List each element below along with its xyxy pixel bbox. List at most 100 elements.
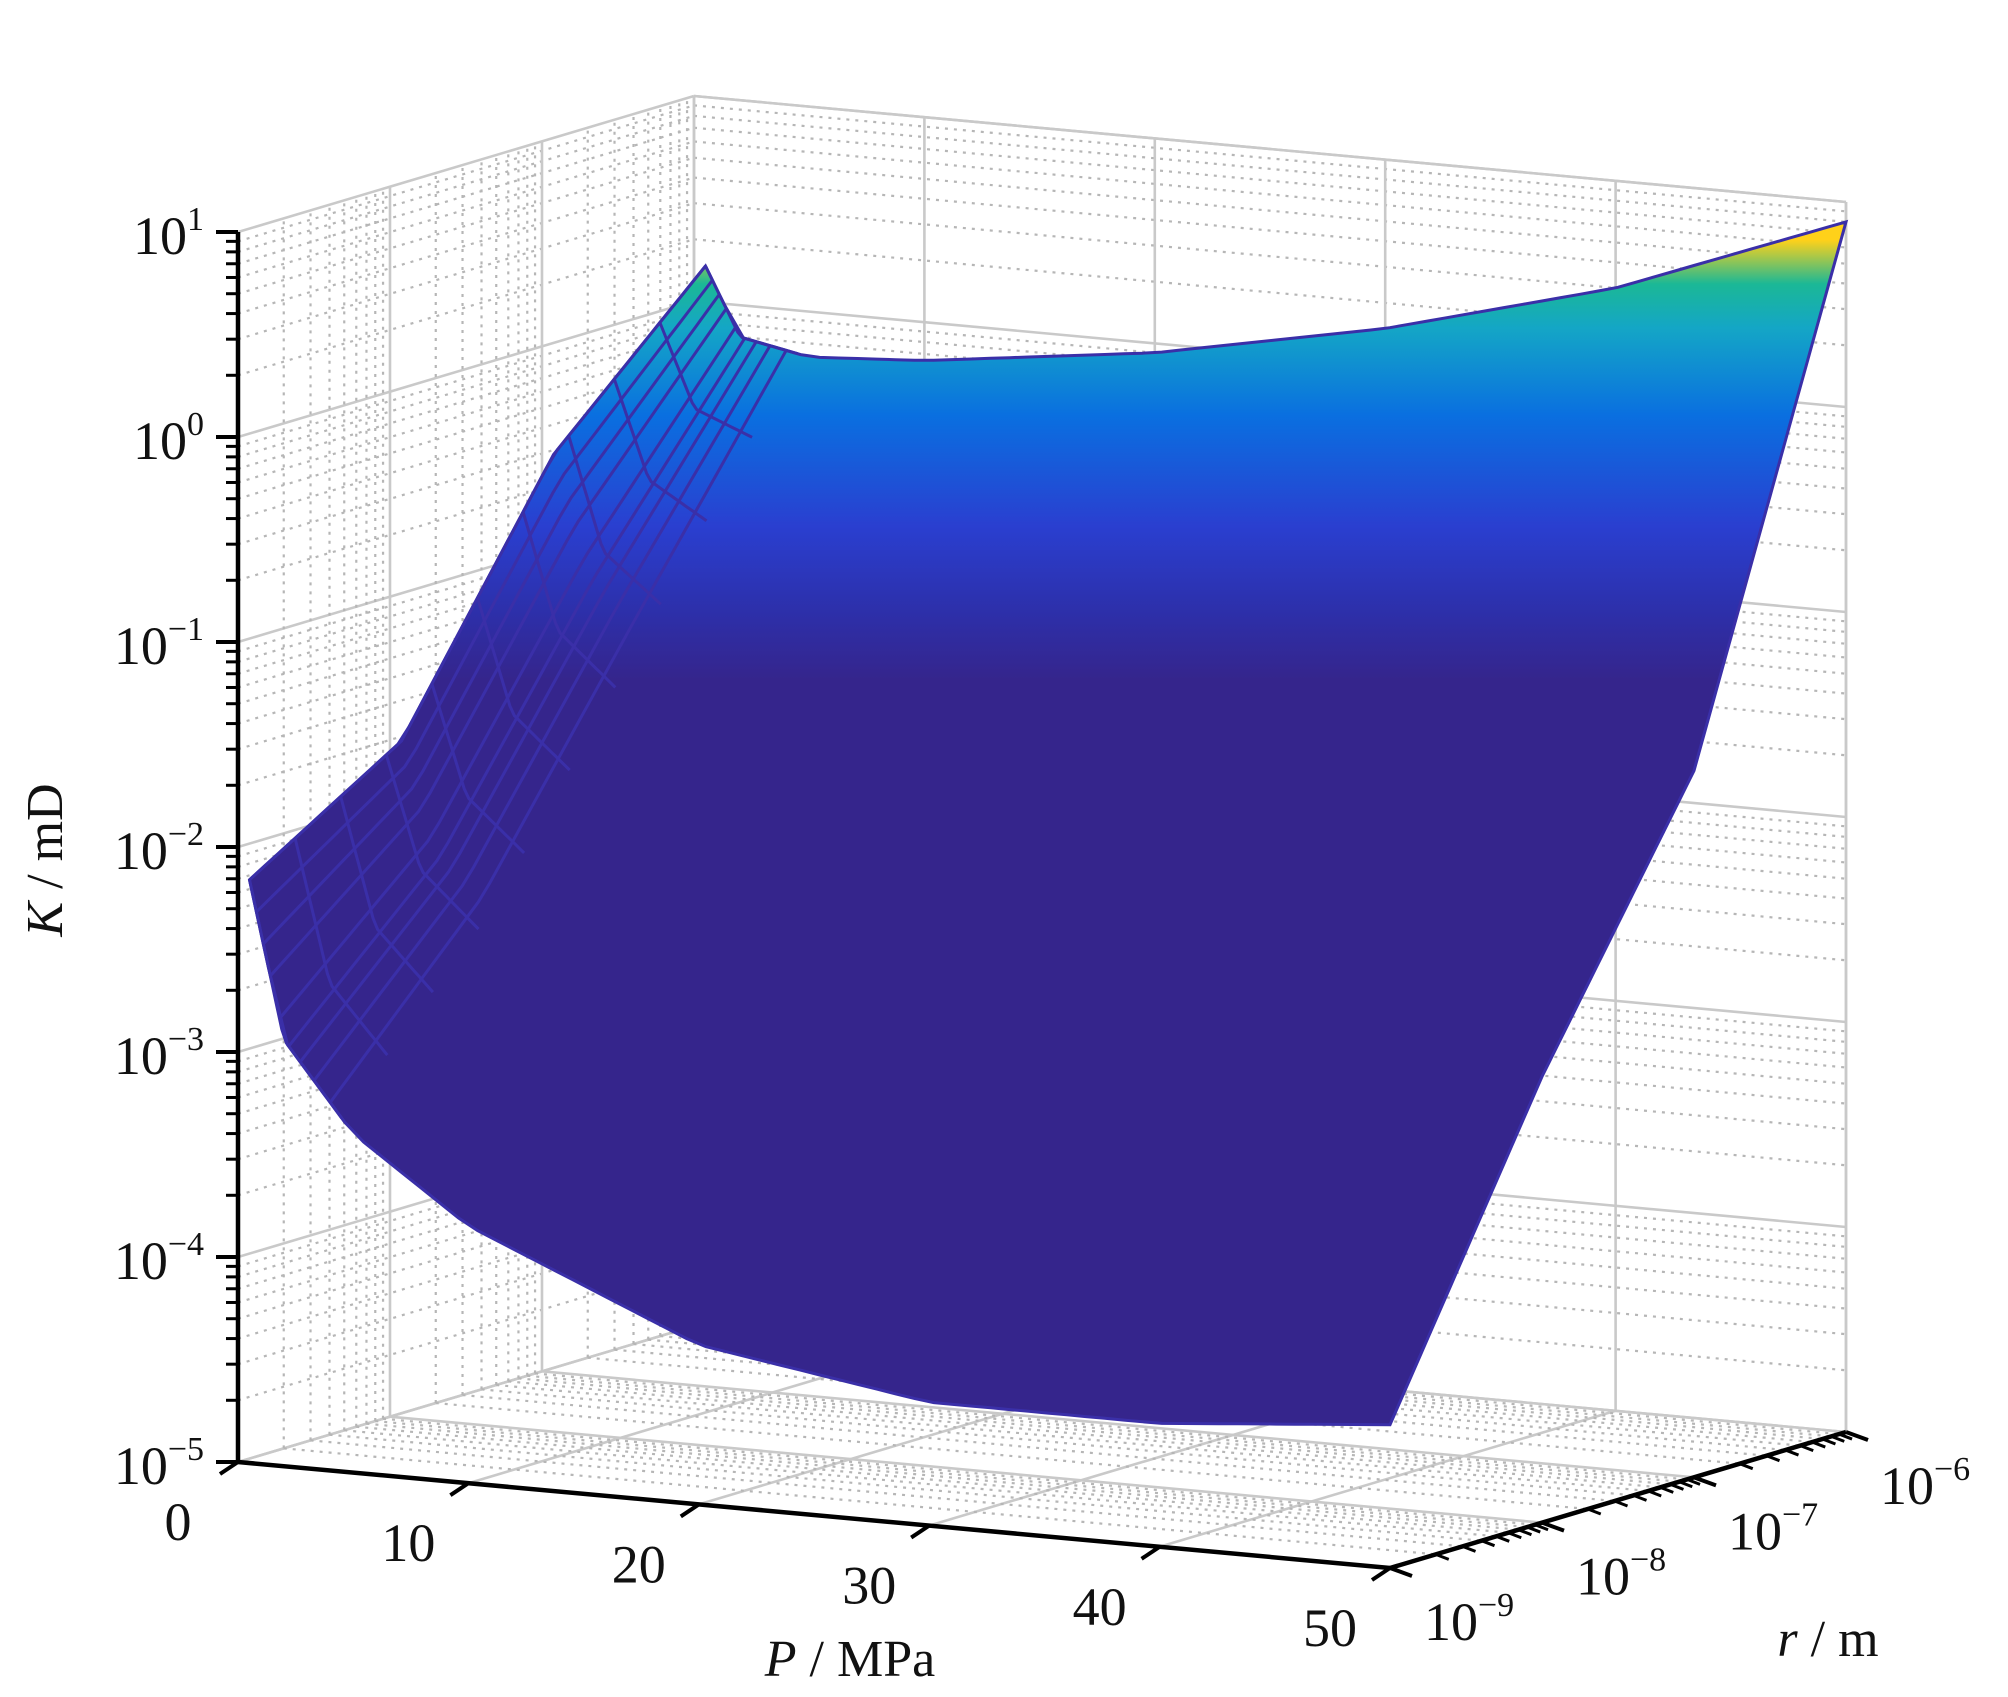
x-axis-line [237,1459,1391,1571]
y-tick-minor [1461,1544,1477,1553]
grid-line-minor [382,1417,1536,1526]
surface-mesh-line [384,754,480,931]
y-tick-minor [1495,1534,1510,1543]
y-tick-minor [1632,1493,1648,1502]
surface-mesh-line [612,378,708,523]
grid-line-minor [693,126,1847,235]
grid-line-minor [237,126,695,265]
z-tick-label: 10−3 [114,1021,204,1086]
grid-line-minor [693,104,1847,213]
grid-line [541,1370,1695,1479]
surface-mesh-line [521,511,617,689]
x-tick-label: 40 [1073,1577,1127,1637]
y-tick-label: 10−8 [1576,1542,1666,1607]
grid-line [1159,1409,1616,1549]
grid-line [237,94,695,234]
x-axis-title: P / MPa [764,1631,935,1688]
x-tick-label: 0 [165,1492,192,1552]
grid-line-minor [283,1447,1436,1556]
grid-line-minor [344,1429,1497,1538]
y-tick-minor [1659,1485,1674,1494]
grid-line-minor [693,156,1847,265]
surface-plot [247,219,1849,1427]
surface-mesh-line [476,597,571,772]
y-axis-title: r / m [1777,1611,1878,1668]
grid-line-minor [518,1377,1671,1486]
grid-line-minor [435,1401,1588,1511]
axes [216,230,1869,1582]
grid-line-minor [329,1433,1482,1542]
y-tick-minor [1821,1437,1836,1446]
z-axis-title: K / mD [17,783,74,937]
y-tick-label: 10−7 [1728,1496,1818,1561]
grid-line [693,94,1847,204]
y-tick-minor [1669,1482,1684,1491]
y-tick-minor [1830,1434,1845,1443]
grid-line [237,1324,695,1464]
y-tick-minor [1739,1462,1754,1471]
grid-line-minor [356,1425,1509,1534]
grid-line-minor [237,114,695,253]
y-tick-label: 10−9 [1424,1587,1514,1652]
grid-line-minor [508,1380,1661,1489]
x-tick [218,1460,240,1476]
grid-line-minor [481,1388,1634,1497]
z-tick-label: 10−4 [114,1226,204,1291]
surface-mesh-line [567,435,662,606]
grid-line-minor [237,104,695,243]
grid-line-minor [693,140,1847,249]
z-tick-label: 10−2 [114,816,204,881]
x-tick-label: 10 [381,1513,435,1573]
z-tick-label: 10−5 [114,1431,204,1496]
y-tick-minor [1517,1528,1532,1537]
z-tick-label: 10−1 [114,611,204,676]
y-tick-minor [1507,1531,1522,1540]
grid-line-minor [237,331,695,470]
y-tick-minor [1480,1539,1496,1548]
x-tick [449,1481,470,1497]
y-tick-minor [1435,1552,1450,1561]
x-tick-label: 20 [612,1534,666,1594]
surface-mesh-line [704,265,799,356]
grid-line-minor [237,309,695,448]
grid-line-minor [237,140,695,279]
y-tick [1541,1520,1565,1533]
grid-line-minor [534,1372,1688,1481]
y-tick-minor [1765,1454,1781,1463]
grid-line-minor [693,114,1847,223]
surface-mesh-line [248,879,343,1119]
x-tick [1370,1566,1392,1582]
surface-mesh-line [658,321,753,439]
y-tick [1845,1430,1869,1442]
x-tick-label: 50 [1303,1598,1357,1658]
grid-line [389,1415,1543,1524]
y-tick-minor [1686,1478,1701,1486]
y-tick-minor [1534,1523,1549,1532]
grid-line-minor [693,176,1847,285]
y-tick [1389,1566,1413,1578]
y-tick-minor [1613,1499,1629,1508]
grid-line-minor [237,345,695,484]
y-axis-line [1389,1429,1847,1571]
y-tick-minor [1647,1489,1662,1498]
x-tick-label: 30 [842,1556,896,1616]
z-tick-label: 101 [133,201,204,266]
x-tick [910,1523,931,1540]
grid-line-minor [375,1419,1528,1529]
grid-line-minor [237,238,695,377]
y-tick-minor [1799,1444,1814,1453]
x-tick [679,1502,700,1519]
surface-mesh-line [339,796,435,994]
grid-line-minor [237,176,695,315]
y-tick-minor [1811,1440,1826,1449]
grid-line-minor [237,202,695,341]
grid-line-minor [237,156,695,295]
x-tick [1140,1545,1161,1561]
surface-mesh-line [293,837,389,1057]
y-tick-minor [1587,1507,1602,1516]
grid-line-minor [496,1383,1649,1493]
y-tick-minor [1526,1525,1541,1534]
y-tick-minor [1784,1448,1800,1457]
